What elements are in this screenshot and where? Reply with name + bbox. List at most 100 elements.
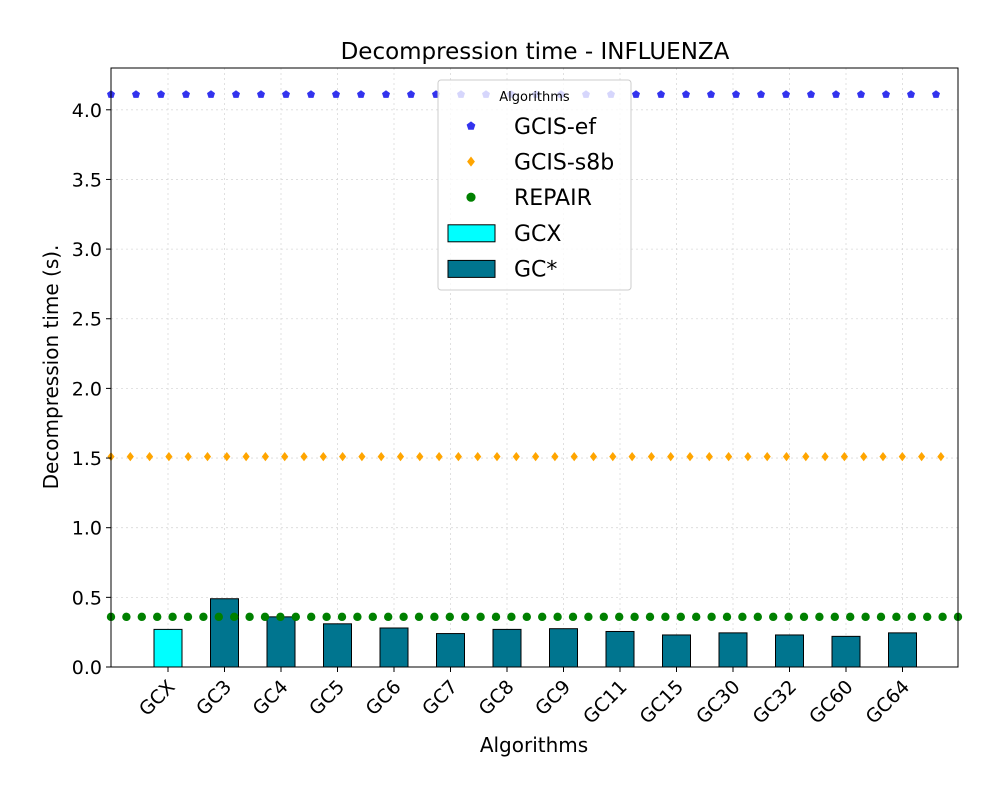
bar-gc8 <box>492 628 522 668</box>
line-marker-gcis-ef <box>832 90 840 98</box>
legend-marker-gcis-ef <box>466 121 476 130</box>
line-marker-gcis-ef <box>157 90 165 98</box>
legend-label-gc-: GC* <box>514 257 557 282</box>
line-marker-gcis-s8b <box>705 452 713 462</box>
line-marker-gcis-s8b <box>744 452 752 462</box>
line-marker-gcis-s8b <box>242 452 250 462</box>
line-marker-gcis-ef <box>207 90 215 98</box>
line-marker-gcis-s8b <box>647 452 655 462</box>
line-marker-repair <box>923 612 932 622</box>
line-marker-gcis-ef <box>807 90 815 98</box>
line-marker-gcis-s8b <box>725 452 733 462</box>
reference-lines <box>106 90 963 622</box>
bar-gc6 <box>379 627 409 668</box>
plot-frame <box>110 67 959 668</box>
line-marker-gcis-s8b <box>609 452 617 462</box>
line-marker-repair <box>599 612 608 622</box>
line-marker-gcis-s8b <box>454 452 462 462</box>
line-marker-gcis-s8b <box>396 452 405 462</box>
line-marker-repair <box>153 612 162 622</box>
line-marker-gcis-s8b <box>165 452 173 462</box>
line-marker-gcis-ef <box>657 90 665 98</box>
line-marker-gcis-s8b <box>358 452 366 462</box>
line-marker-repair <box>399 612 408 622</box>
line-marker-repair <box>337 612 347 622</box>
line-marker-gcis-s8b <box>628 452 636 462</box>
line-marker-repair <box>876 612 886 622</box>
line-marker-repair <box>907 612 916 622</box>
line-marker-repair <box>353 612 362 622</box>
line-marker-repair <box>322 612 331 622</box>
y-tick-label: 1.0 <box>72 518 102 540</box>
line-marker-gcis-s8b <box>416 452 424 462</box>
bar-gc64 <box>888 632 917 668</box>
line-marker-gcis-s8b <box>763 452 771 462</box>
line-marker-gcis-s8b <box>802 452 810 462</box>
line-marker-repair <box>276 612 285 622</box>
bar-gc11 <box>605 630 635 668</box>
line-marker-repair <box>753 612 762 622</box>
line-marker-repair <box>584 612 593 622</box>
y-tick-label: 1.5 <box>72 448 102 470</box>
line-marker-repair <box>183 612 193 622</box>
line-marker-gcis-s8b <box>184 452 192 462</box>
line-marker-gcis-ef <box>757 90 765 98</box>
y-tick-label: 2.0 <box>72 378 102 400</box>
line-marker-repair <box>491 612 501 622</box>
bar-gc7 <box>436 633 465 668</box>
legend-label-gcis-ef: GCIS-ef <box>514 115 597 140</box>
line-marker-repair <box>846 612 855 622</box>
line-marker-gcis-s8b <box>146 452 154 462</box>
line-marker-repair <box>630 612 639 622</box>
line-marker-repair <box>214 612 223 622</box>
line-marker-repair <box>368 612 377 622</box>
legend-swatch-gc- <box>447 259 496 278</box>
line-marker-gcis-s8b <box>281 452 289 462</box>
legend-label-gcis-s8b: GCIS-s8b <box>514 151 614 176</box>
bar-gc9 <box>549 628 578 668</box>
line-marker-repair <box>430 612 439 622</box>
line-marker-repair <box>522 612 531 622</box>
line-marker-repair <box>815 612 824 622</box>
line-marker-repair <box>445 612 454 622</box>
line-marker-repair <box>538 612 547 622</box>
line-marker-gcis-s8b <box>435 452 443 462</box>
y-axis: 0.0 0.5 1.0 1.5 2.0 2.5 3.0 3.5 4.0 <box>72 100 111 679</box>
bar-gc4 <box>266 616 296 668</box>
legend-label-repair: REPAIR <box>514 186 592 211</box>
line-marker-gcis-ef <box>632 90 640 98</box>
line-marker-repair <box>507 612 516 622</box>
line-marker-gcis-ef <box>382 90 390 98</box>
line-marker-repair <box>722 612 732 622</box>
y-tick-label: 3.5 <box>72 169 102 191</box>
line-marker-gcis-ef <box>907 90 915 98</box>
line-marker-gcis-ef <box>682 90 690 98</box>
line-marker-repair <box>137 612 146 622</box>
line-marker-repair <box>892 612 901 622</box>
line-marker-gcis-s8b <box>474 452 482 462</box>
y-tick-label: 3.0 <box>72 239 102 261</box>
line-marker-repair <box>461 612 470 622</box>
line-marker-gcis-ef <box>357 90 365 98</box>
line-marker-repair <box>738 612 747 622</box>
line-marker-gcis-s8b <box>223 452 231 462</box>
line-marker-gcis-s8b <box>898 452 906 462</box>
line-marker-gcis-s8b <box>918 452 926 462</box>
y-axis-title: Decompression time (s). <box>39 245 63 490</box>
line-marker-gcis-ef <box>182 90 190 98</box>
legend: Algorithms GCIS-ef GCIS-s8b REPAIR GCX GC* <box>437 79 632 291</box>
line-marker-gcis-s8b <box>203 452 212 462</box>
line-marker-gcis-s8b <box>860 452 868 462</box>
line-marker-gcis-ef <box>257 90 265 98</box>
bar-gc60 <box>831 635 861 668</box>
line-marker-repair <box>260 612 270 622</box>
line-marker-gcis-ef <box>707 90 715 98</box>
line-marker-gcis-s8b <box>840 452 848 462</box>
line-marker-gcis-ef <box>132 90 140 98</box>
line-marker-repair <box>384 612 393 622</box>
line-marker-repair <box>291 612 300 622</box>
line-marker-repair <box>799 612 809 622</box>
line-marker-gcis-ef <box>407 90 415 98</box>
line-marker-repair <box>122 612 131 622</box>
